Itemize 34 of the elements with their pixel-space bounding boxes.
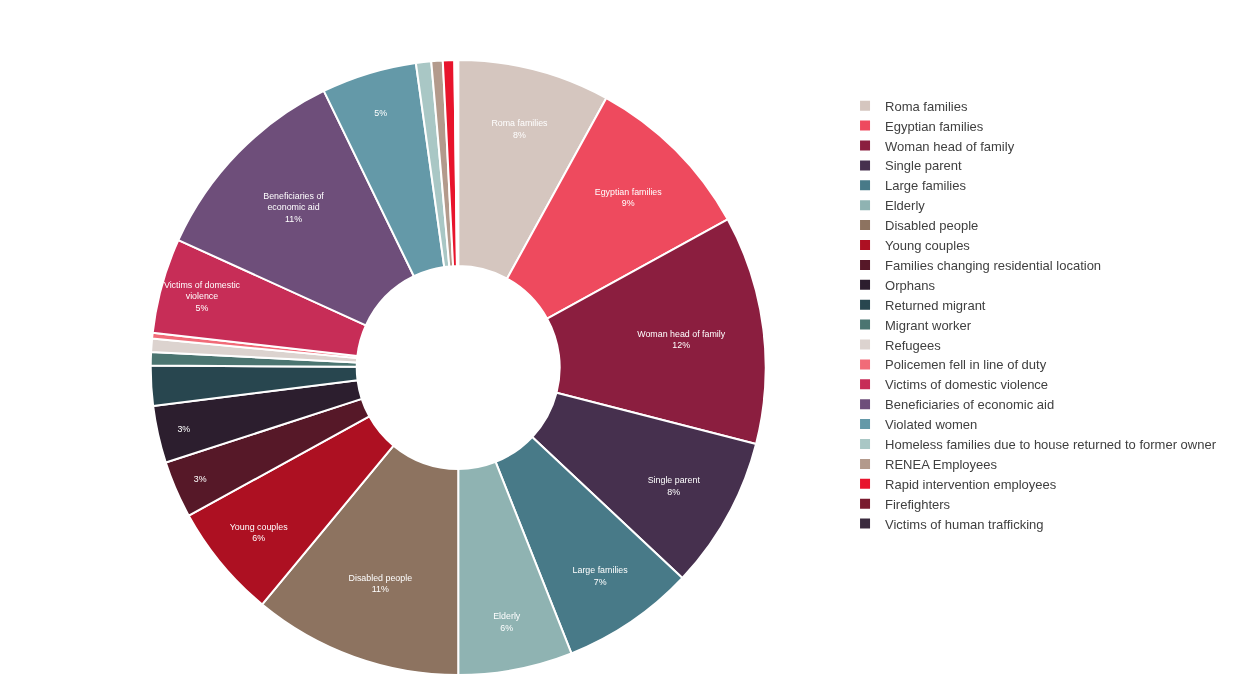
legend-label: Victims of domestic violence (885, 377, 1049, 393)
legend-label: Young couples (885, 238, 971, 254)
data-label: Victims of domestic violence 5% (163, 279, 241, 314)
legend-label: Woman head of family (885, 138, 1015, 154)
legend-label: Policemen fell in line of duty (885, 357, 1047, 373)
legend-label: Egyptian families (885, 118, 984, 134)
data-label: Young couples 6% (229, 521, 289, 544)
legend-label: Firefighters (885, 496, 951, 512)
legend-label: Orphans (885, 277, 936, 293)
legend-label: Disabled people (885, 218, 979, 234)
legend-label: Large families (885, 178, 967, 194)
legend-label: Homeless families due to house returned to former owner (885, 437, 1217, 453)
legend-label: Violated women (885, 417, 978, 433)
legend-label: Beneficiaries of economic aid (885, 397, 1055, 413)
data-label: Single parent 8% (647, 475, 701, 497)
data-label: 3% (193, 474, 207, 485)
data-label: Elderly 6% (493, 611, 521, 633)
data-label: Egyptian families 9% (594, 186, 663, 209)
legend-label: Migrant worker (885, 317, 972, 333)
legend-label: Single parent (885, 158, 963, 174)
data-label: 3% (177, 423, 191, 434)
legend-label: Refugees (885, 337, 942, 353)
legend-label: Rapid intervention employees (885, 476, 1057, 492)
legend-label: Victims of human trafficking (885, 516, 1044, 532)
legend-label: Roma families (885, 98, 968, 114)
data-label: Beneficiaries of economic aid 11% (263, 190, 325, 224)
legend-label: Families changing residential location (885, 257, 1102, 273)
data-label: Woman head of family 12% (637, 328, 726, 351)
legend-label: Returned migrant (885, 297, 986, 313)
legend-label: RENEA Employees (885, 456, 998, 472)
data-label: 5% (374, 108, 388, 119)
data-label: Disabled people 11% (348, 572, 413, 595)
data-label: Large families 7% (572, 565, 629, 587)
legend-label: Elderly (885, 198, 926, 214)
